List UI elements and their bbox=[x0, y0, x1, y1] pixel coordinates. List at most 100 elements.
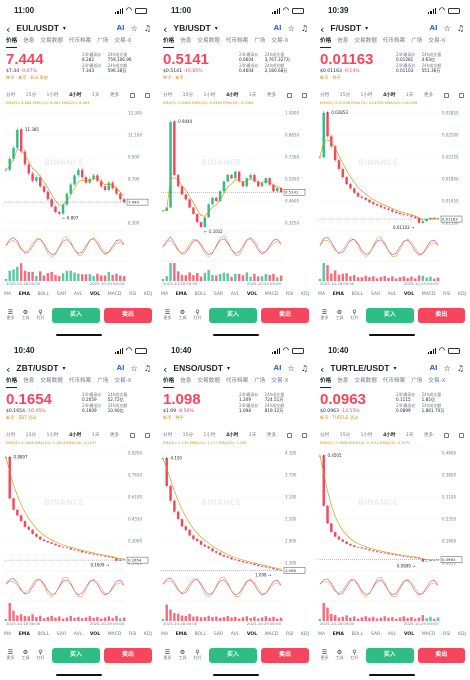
settings-icon[interactable] bbox=[301, 433, 307, 438]
tf-line[interactable]: 分时 bbox=[320, 93, 330, 98]
indicator-macd[interactable]: MACD bbox=[421, 632, 436, 637]
tab-trade-data[interactable]: 交易数据 bbox=[354, 38, 377, 44]
indicator-kdj[interactable]: KDJ bbox=[458, 292, 466, 297]
chevron-down-icon[interactable]: ▾ bbox=[365, 24, 369, 32]
kline-chart[interactable]: 12.30011.1009.9008.7007.5006.300BINANCE←… bbox=[4, 107, 154, 287]
chevron-down-icon[interactable]: ▾ bbox=[62, 24, 66, 32]
indicator-avl[interactable]: AVL bbox=[73, 632, 83, 637]
tf-1h[interactable]: 1小时 bbox=[360, 93, 373, 98]
tf-15m[interactable]: 15分 bbox=[339, 433, 351, 438]
tab-info[interactable]: 信息 bbox=[180, 38, 192, 44]
tab-token-profile[interactable]: 代币档案 bbox=[225, 38, 249, 44]
tools-button[interactable]: ⚙ 工具 bbox=[335, 309, 344, 321]
tab-trade-x[interactable]: 交易-X bbox=[114, 38, 132, 44]
tf-15m[interactable]: 15分 bbox=[339, 93, 351, 98]
indicator-rsi[interactable]: RSI bbox=[286, 292, 294, 297]
indicator-macd[interactable]: MACD bbox=[107, 632, 122, 637]
tab-price[interactable]: 价格 bbox=[163, 378, 175, 388]
tab-trade-data[interactable]: 交易数据 bbox=[197, 38, 220, 44]
tab-trade-data[interactable]: 交易数据 bbox=[354, 378, 377, 384]
more-button[interactable]: ☰ 更多 bbox=[163, 309, 172, 321]
more-button[interactable]: ☰ 更多 bbox=[6, 309, 15, 321]
sell-button[interactable]: 卖出 bbox=[104, 647, 152, 663]
bell-icon[interactable]: ♫ bbox=[300, 364, 308, 374]
ai-icon[interactable]: AI bbox=[116, 364, 125, 373]
tf-1h[interactable]: 1小时 bbox=[46, 93, 59, 98]
tf-15m[interactable]: 15分 bbox=[25, 93, 37, 98]
kline-chart[interactable]: 0.92000.76500.61000.45500.30000.1450BINA… bbox=[4, 447, 154, 627]
buy-button[interactable]: 买入 bbox=[209, 307, 257, 323]
more-button[interactable]: ☰ 更多 bbox=[6, 649, 15, 661]
pair-selector[interactable]: YB/USDT bbox=[173, 23, 211, 34]
indicator-vol[interactable]: VOL bbox=[246, 632, 258, 637]
chevron-down-icon[interactable]: ▾ bbox=[62, 364, 66, 372]
back-arrow-icon[interactable]: ‹ bbox=[320, 362, 325, 376]
indicator-macd[interactable]: MACD bbox=[107, 292, 122, 297]
tab-trade-data[interactable]: 交易数据 bbox=[40, 378, 63, 384]
pair-selector[interactable]: F/USDT bbox=[330, 23, 362, 34]
kline-chart[interactable]: 0.02850 0.02500 0.02150 0.01800 0.01450 0.011… bbox=[318, 107, 468, 287]
tf-1h[interactable]: 1小时 bbox=[46, 433, 59, 438]
buy-button[interactable]: 买入 bbox=[52, 647, 100, 663]
bell-icon[interactable]: ♫ bbox=[300, 24, 308, 34]
tab-trade-x[interactable]: 交易-X bbox=[271, 38, 289, 44]
tab-trade-data[interactable]: 交易数据 bbox=[197, 378, 220, 384]
settings-icon[interactable] bbox=[458, 433, 464, 438]
ai-icon[interactable]: AI bbox=[273, 364, 282, 373]
tab-price[interactable]: 价格 bbox=[6, 378, 18, 388]
tab-info[interactable]: 信息 bbox=[180, 378, 192, 384]
tab-token-profile[interactable]: 代币档案 bbox=[225, 378, 249, 384]
tab-info[interactable]: 信息 bbox=[23, 38, 35, 44]
tf-more[interactable]: 更多 bbox=[423, 93, 434, 98]
chevron-down-icon[interactable]: ▾ bbox=[393, 364, 397, 372]
leverage-button[interactable]: ⚲ 杠杆 bbox=[193, 309, 202, 321]
indicator-vol[interactable]: VOL bbox=[89, 292, 101, 297]
tf-line[interactable]: 分时 bbox=[6, 433, 16, 438]
indicator-ema[interactable]: EMA bbox=[175, 632, 187, 637]
tab-price[interactable]: 价格 bbox=[163, 38, 175, 48]
back-arrow-icon[interactable]: ‹ bbox=[6, 362, 11, 376]
tab-price[interactable]: 价格 bbox=[320, 38, 332, 48]
leverage-button[interactable]: ⚲ 杠杆 bbox=[36, 309, 45, 321]
indicator-sar[interactable]: SAR bbox=[370, 632, 381, 637]
indicator-rsi[interactable]: RSI bbox=[443, 292, 451, 297]
depth-icon[interactable] bbox=[443, 433, 449, 438]
tab-trade-x[interactable]: 交易-X bbox=[428, 378, 446, 384]
indicator-boll[interactable]: BOLL bbox=[194, 292, 207, 297]
more-button[interactable]: ☰ 更多 bbox=[320, 649, 329, 661]
depth-icon[interactable] bbox=[129, 433, 135, 438]
indicator-ema[interactable]: EMA bbox=[18, 292, 30, 297]
tab-square[interactable]: 广场 bbox=[411, 38, 423, 44]
indicator-macd[interactable]: MACD bbox=[421, 292, 436, 297]
indicator-kdj[interactable]: KDJ bbox=[458, 632, 466, 637]
buy-button[interactable]: 买入 bbox=[366, 307, 414, 323]
buy-button[interactable]: 买入 bbox=[52, 307, 100, 323]
indicator-kdj[interactable]: KDJ bbox=[144, 632, 152, 637]
ai-icon[interactable]: AI bbox=[273, 24, 282, 33]
tf-4h[interactable]: 4小时 bbox=[383, 93, 396, 98]
sell-button[interactable]: 卖出 bbox=[417, 647, 465, 663]
tf-1h[interactable]: 1小时 bbox=[203, 433, 216, 438]
indicator-ma[interactable]: MA bbox=[4, 292, 12, 297]
depth-icon[interactable] bbox=[286, 93, 292, 98]
tf-15m[interactable]: 15分 bbox=[182, 433, 194, 438]
indicator-ma[interactable]: MA bbox=[161, 632, 169, 637]
pair-selector[interactable]: ENSO/USDT bbox=[173, 363, 223, 374]
indicator-ema[interactable]: EMA bbox=[332, 292, 344, 297]
indicator-boll[interactable]: BOLL bbox=[37, 632, 50, 637]
kline-chart[interactable]: 0.4600 0.3850 0.3100 0.2350 0.1600 0.0850 BINA… bbox=[318, 447, 468, 627]
more-button[interactable]: ☰ 更多 bbox=[320, 309, 329, 321]
back-arrow-icon[interactable]: ‹ bbox=[320, 22, 325, 36]
tf-1h[interactable]: 1小时 bbox=[360, 433, 373, 438]
indicator-sar[interactable]: SAR bbox=[56, 292, 67, 297]
tab-square[interactable]: 广场 bbox=[254, 378, 266, 384]
tf-1d[interactable]: 1天 bbox=[248, 433, 257, 438]
ai-icon[interactable]: AI bbox=[429, 364, 438, 373]
indicator-vol[interactable]: VOL bbox=[89, 632, 101, 637]
indicator-ema[interactable]: EMA bbox=[175, 292, 187, 297]
indicator-vol[interactable]: VOL bbox=[403, 632, 415, 637]
back-arrow-icon[interactable]: ‹ bbox=[163, 362, 168, 376]
tools-button[interactable]: ⚙ 工具 bbox=[21, 649, 30, 661]
indicator-avl[interactable]: AVL bbox=[230, 632, 240, 637]
pair-selector[interactable]: ZBT/USDT bbox=[16, 363, 59, 374]
